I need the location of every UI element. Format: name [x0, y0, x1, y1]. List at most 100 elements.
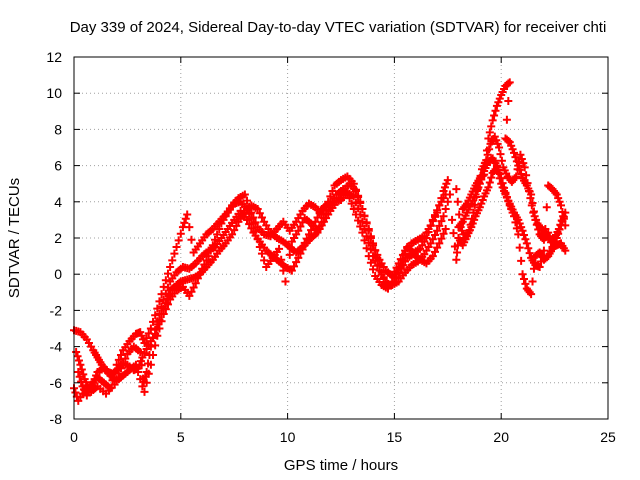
- data-point: [526, 194, 535, 203]
- data-point: [181, 214, 190, 223]
- data-point: [187, 235, 196, 244]
- tick-labels: 0 5 10 15 20 25 -8 -6 -4 -2 0 2 4 6 8 10 12: [46, 49, 616, 445]
- data-point: [426, 239, 435, 248]
- data-point: [364, 252, 373, 261]
- axis-ticks: [73, 56, 609, 420]
- data-points: [70, 78, 570, 405]
- data-point: [505, 78, 514, 87]
- y-tick-label: -2: [50, 302, 63, 318]
- y-tick-label: 12: [46, 49, 62, 65]
- data-point: [364, 226, 373, 235]
- data-point: [137, 361, 146, 370]
- data-point: [255, 209, 264, 218]
- data-point: [139, 374, 148, 383]
- data-point: [322, 209, 331, 218]
- data-point: [313, 226, 322, 235]
- data-point: [315, 222, 324, 231]
- data-point: [518, 226, 527, 235]
- data-point: [485, 178, 494, 187]
- data-point: [185, 291, 194, 300]
- data-point: [362, 219, 371, 228]
- series-track-1: [70, 188, 454, 378]
- data-point: [119, 359, 128, 368]
- data-point: [157, 317, 166, 326]
- data-point: [495, 174, 504, 183]
- data-point: [161, 276, 170, 285]
- data-point: [356, 222, 365, 231]
- data-point: [483, 150, 492, 159]
- data-point: [441, 205, 450, 214]
- data-point: [170, 249, 179, 258]
- series-track-8: [448, 163, 570, 271]
- data-point: [157, 290, 166, 299]
- data-point: [253, 205, 262, 214]
- data-point: [519, 159, 528, 168]
- data-point: [144, 369, 153, 378]
- data-point: [496, 150, 505, 159]
- data-point: [492, 163, 501, 172]
- data-point: [510, 148, 519, 157]
- data-point: [433, 226, 442, 235]
- data-point: [294, 226, 303, 235]
- data-point: [136, 348, 145, 357]
- data-point: [430, 230, 439, 239]
- data-point: [243, 196, 252, 205]
- data-point: [517, 256, 526, 265]
- data-point: [189, 283, 198, 292]
- data-point: [490, 111, 499, 120]
- data-point: [449, 229, 458, 238]
- data-point: [112, 360, 121, 369]
- x-tick-label: 20: [493, 429, 509, 445]
- data-point: [439, 229, 448, 238]
- data-point: [477, 175, 486, 184]
- data-point: [521, 279, 530, 288]
- data-point: [558, 208, 567, 217]
- data-point: [428, 215, 437, 224]
- data-point: [428, 252, 437, 261]
- data-point: [373, 250, 382, 259]
- data-point: [366, 258, 375, 267]
- data-point: [523, 179, 532, 188]
- data-point: [455, 210, 464, 219]
- data-point: [539, 246, 548, 255]
- data-point: [326, 192, 335, 201]
- data-point: [535, 262, 544, 271]
- data-point: [398, 256, 407, 265]
- data-point: [554, 229, 563, 238]
- data-point: [430, 211, 439, 220]
- data-point: [487, 173, 496, 182]
- data-point: [317, 218, 326, 227]
- data-point: [428, 235, 437, 244]
- data-point: [452, 255, 461, 264]
- data-point: [146, 342, 155, 351]
- data-point: [296, 222, 305, 231]
- data-point: [527, 290, 536, 299]
- data-point: [424, 227, 433, 236]
- data-point: [72, 348, 81, 357]
- data-point: [522, 239, 531, 248]
- data-point: [157, 302, 166, 311]
- data-point: [541, 224, 550, 233]
- data-point: [522, 171, 531, 180]
- data-point: [504, 79, 513, 88]
- x-tick-label: 5: [177, 429, 185, 445]
- data-point: [281, 277, 290, 286]
- data-point: [73, 352, 82, 361]
- data-point: [140, 338, 149, 347]
- data-point: [140, 387, 149, 396]
- data-point: [516, 150, 525, 159]
- data-point: [290, 262, 299, 271]
- data-point: [180, 218, 189, 227]
- y-axis-label: SDTVAR / TECUs: [6, 178, 23, 298]
- data-point: [437, 217, 446, 226]
- data-point: [519, 230, 528, 239]
- data-point: [542, 203, 551, 212]
- data-point: [176, 229, 185, 238]
- data-point: [142, 345, 151, 354]
- data-point: [187, 287, 196, 296]
- data-point: [517, 154, 526, 163]
- data-point: [561, 221, 570, 230]
- data-point: [360, 212, 369, 221]
- data-point: [366, 234, 375, 242]
- x-axis-label: GPS time / hours: [284, 457, 398, 474]
